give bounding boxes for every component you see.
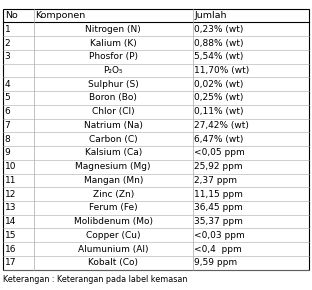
Text: 3: 3 [5,52,10,61]
Text: 27,42% (wt): 27,42% (wt) [194,121,249,130]
Text: 5,54% (wt): 5,54% (wt) [194,52,244,61]
Text: 0,11% (wt): 0,11% (wt) [194,107,244,116]
Text: Sulphur (S): Sulphur (S) [88,80,139,89]
Text: Keterangan : Keterangan pada label kemasan: Keterangan : Keterangan pada label kemas… [3,276,188,284]
Text: Kobalt (Co): Kobalt (Co) [88,258,138,267]
Text: 5: 5 [5,93,10,102]
Text: 9,59 ppm: 9,59 ppm [194,258,237,267]
Text: Natrium (Na): Natrium (Na) [84,121,143,130]
Text: 6: 6 [5,107,10,116]
Text: 0,25% (wt): 0,25% (wt) [194,93,244,102]
Text: 7: 7 [5,121,10,130]
Text: 16: 16 [5,244,16,253]
Text: 11: 11 [5,176,16,185]
Bar [3,9,309,270]
Text: Zinc (Zn): Zinc (Zn) [93,190,134,199]
Text: P₂O₅: P₂O₅ [103,66,123,75]
Text: Kalsium (Ca): Kalsium (Ca) [85,148,142,157]
Text: 36,45 ppm: 36,45 ppm [194,203,243,212]
Text: 0,23% (wt): 0,23% (wt) [194,25,244,34]
Text: 15: 15 [5,231,16,240]
Text: 14: 14 [5,217,16,226]
Text: 10: 10 [5,162,16,171]
Text: Magnesium (Mg): Magnesium (Mg) [76,162,151,171]
Text: Komponen: Komponen [35,11,85,20]
Text: 11,70% (wt): 11,70% (wt) [194,66,250,75]
Text: <0,4  ppm: <0,4 ppm [194,244,242,253]
Text: Jumlah: Jumlah [194,11,227,20]
Text: Kalium (K): Kalium (K) [90,39,137,48]
Text: Nitrogen (N): Nitrogen (N) [85,25,141,34]
Text: <0,05 ppm: <0,05 ppm [194,148,245,157]
Text: Ferum (Fe): Ferum (Fe) [89,203,138,212]
Text: Mangan (Mn): Mangan (Mn) [84,176,143,185]
Text: 11,15 ppm: 11,15 ppm [194,190,243,199]
Text: Boron (Bo): Boron (Bo) [89,93,137,102]
Text: 6,47% (wt): 6,47% (wt) [194,135,244,144]
Text: <0,03 ppm: <0,03 ppm [194,231,245,240]
Text: 35,37 ppm: 35,37 ppm [194,217,243,226]
Text: Phosfor (P): Phosfor (P) [89,52,138,61]
Text: 2,37 ppm: 2,37 ppm [194,176,237,185]
Text: 9: 9 [5,148,10,157]
Text: Copper (Cu): Copper (Cu) [86,231,140,240]
Text: No: No [5,11,17,20]
Text: 0,02% (wt): 0,02% (wt) [194,80,244,89]
Text: Molibdenum (Mo): Molibdenum (Mo) [74,217,153,226]
Text: 4: 4 [5,80,10,89]
Text: 2: 2 [5,39,10,48]
Text: 13: 13 [5,203,16,212]
Text: 12: 12 [5,190,16,199]
Text: 1: 1 [5,25,10,34]
Text: Carbon (C): Carbon (C) [89,135,138,144]
Text: 8: 8 [5,135,10,144]
Text: Chlor (Cl): Chlor (Cl) [92,107,134,116]
Text: 17: 17 [5,258,16,267]
Text: Alumunium (Al): Alumunium (Al) [78,244,149,253]
Text: 25,92 ppm: 25,92 ppm [194,162,243,171]
Text: 0,88% (wt): 0,88% (wt) [194,39,244,48]
